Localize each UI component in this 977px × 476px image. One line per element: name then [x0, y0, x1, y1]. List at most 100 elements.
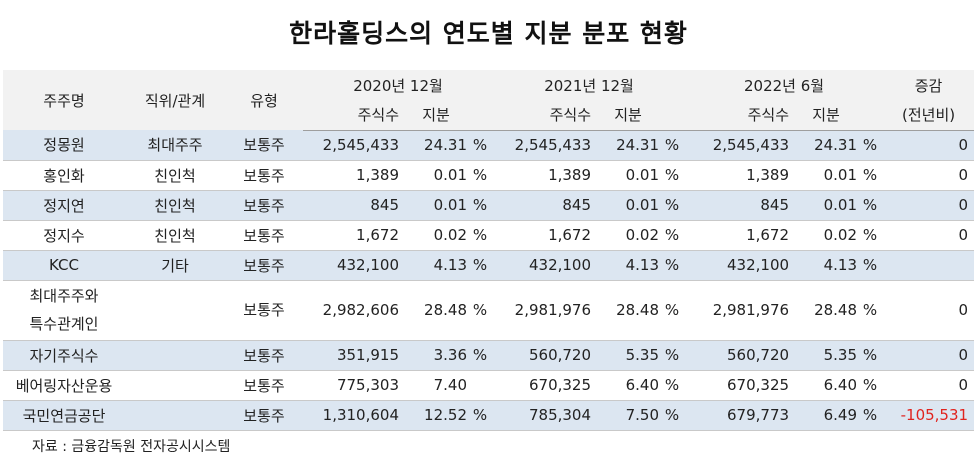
- cell-type: 보통주: [225, 160, 303, 191]
- cell-shareholder: 최대주주와 특수관계인: [3, 280, 125, 341]
- table-row: 국민연금공단 보통주 1,310,604 12.52% 785,304 7.50% 679,…: [3, 400, 975, 431]
- cell-shares-2021: 1,389: [493, 160, 598, 191]
- header-stake: 지분: [795, 100, 858, 131]
- cell-shares-2022: 560,720: [685, 340, 796, 371]
- cell-stake-2021: 0.02: [597, 220, 660, 251]
- cell-change: 0: [883, 370, 975, 401]
- cell-change: 0: [883, 340, 975, 371]
- cell-shares-2020: 1,389: [303, 160, 405, 191]
- header-row-1: 주주명 직위/관계 유형 2020년 12월 2021년 12월 2022년 6…: [3, 70, 975, 130]
- cell-shareholder-line1: 최대주주와: [29, 287, 99, 305]
- header-row-2: 주식수 지분 주식수 지분 주식수 지분 (전년비): [3, 100, 975, 131]
- table-row: 정몽원 최대주주 보통주 2,545,433 24.31% 2,545,433 24.31%…: [3, 130, 975, 161]
- cell-shares-2021: 2,545,433: [493, 130, 598, 161]
- cell-type: 보통주: [225, 220, 303, 251]
- cell-unit: %: [467, 250, 494, 281]
- cell-stake-2021: 7.50: [597, 400, 660, 431]
- cell-unit: %: [659, 190, 686, 221]
- cell-change: [883, 250, 975, 281]
- cell-unit: %: [467, 160, 494, 191]
- header-shares: 주식수: [685, 100, 796, 131]
- cell-change: -105,531: [883, 400, 975, 431]
- cell-stake-2020: 24.31: [405, 130, 467, 161]
- cell-unit: %: [659, 160, 686, 191]
- cell-stake-2020: 28.48: [405, 280, 467, 341]
- cell-stake-2021: 6.40: [597, 370, 660, 401]
- cell-unit: %: [659, 280, 686, 341]
- header-shareholder: 주주명: [3, 70, 125, 130]
- cell-shares-2020: 2,982,606: [303, 280, 405, 341]
- cell-shares-2021: 432,100: [493, 250, 598, 281]
- cell-shares-2020: 432,100: [303, 250, 405, 281]
- header-period-2022: 2022년 6월: [685, 70, 884, 100]
- cell-unit: %: [857, 190, 884, 221]
- table-row: 정지연 친인척 보통주 845 0.01% 845 0.01% 845 0.01% 0: [3, 190, 975, 221]
- header-stake: 지분: [405, 100, 467, 131]
- cell-shareholder: 정지수: [3, 220, 125, 251]
- cell-change: 0: [883, 220, 975, 251]
- cell-shareholder: 베어링자산운용: [3, 370, 125, 401]
- cell-shares-2022: 670,325: [685, 370, 796, 401]
- cell-position: 친인척: [125, 160, 225, 191]
- cell-change: 0: [883, 190, 975, 221]
- cell-type: 보통주: [225, 340, 303, 371]
- cell-shareholder: 정지연: [3, 190, 125, 221]
- cell-stake-2022: 0.02: [795, 220, 858, 251]
- cell-stake-2020: 0.01: [405, 190, 467, 221]
- cell-shares-2021: 1,672: [493, 220, 598, 251]
- table-row: 최대주주와 특수관계인 보통주 2,982,606 28.48% 2,981,976 28.…: [3, 280, 975, 341]
- cell-stake-2022: 0.01: [795, 190, 858, 221]
- cell-position: 최대주주: [125, 130, 225, 161]
- cell-unit: %: [659, 370, 686, 401]
- cell-unit: %: [857, 280, 884, 341]
- cell-unit: %: [857, 340, 884, 371]
- cell-stake-2020: 12.52: [405, 400, 467, 431]
- cell-unit: %: [467, 340, 494, 371]
- cell-type: 보통주: [225, 190, 303, 221]
- cell-unit: %: [659, 340, 686, 371]
- cell-stake-2021: 24.31: [597, 130, 660, 161]
- cell-stake-2020: 0.01: [405, 160, 467, 191]
- table-row: 자기주식수 보통주 351,915 3.36% 560,720 5.35% 560,720 5…: [3, 340, 975, 371]
- cell-unit: %: [659, 220, 686, 251]
- header-change-sub: (전년비): [883, 100, 975, 131]
- cell-unit: [467, 370, 494, 401]
- cell-stake-2022: 24.31: [795, 130, 858, 161]
- cell-stake-2021: 5.35: [597, 340, 660, 371]
- cell-unit: %: [659, 400, 686, 431]
- cell-unit: %: [467, 400, 494, 431]
- cell-stake-2022: 5.35: [795, 340, 858, 371]
- table-row: 정지수 친인척 보통주 1,672 0.02% 1,672 0.02% 1,672 0.02% 0: [3, 220, 975, 251]
- table-row: 홍인화 친인척 보통주 1,389 0.01% 1,389 0.01% 1,389 0.01% 0: [3, 160, 975, 191]
- cell-stake-2022: 6.40: [795, 370, 858, 401]
- cell-shareholder: 홍인화: [3, 160, 125, 191]
- cell-shares-2022: 2,981,976: [685, 280, 796, 341]
- cell-shares-2021: 670,325: [493, 370, 598, 401]
- cell-stake-2022: 0.01: [795, 160, 858, 191]
- cell-unit: %: [467, 280, 494, 341]
- header-shares: 주식수: [303, 100, 405, 131]
- cell-type: 보통주: [225, 130, 303, 161]
- cell-shareholder: 정몽원: [3, 130, 125, 161]
- cell-stake-2021: 4.13: [597, 250, 660, 281]
- cell-unit: %: [857, 250, 884, 281]
- cell-type: 보통주: [225, 370, 303, 401]
- source-note: 자료 : 금융감독원 전자공시시스템: [32, 439, 231, 455]
- cell-shares-2021: 560,720: [493, 340, 598, 371]
- cell-shares-2021: 2,981,976: [493, 280, 598, 341]
- header-position: 직위/관계: [125, 70, 225, 130]
- cell-shares-2020: 2,545,433: [303, 130, 405, 161]
- cell-position: [125, 400, 225, 431]
- cell-shares-2022: 2,545,433: [685, 130, 796, 161]
- cell-shares-2022: 1,389: [685, 160, 796, 191]
- cell-position: [125, 280, 225, 341]
- cell-type: 보통주: [225, 280, 303, 341]
- cell-unit: %: [467, 130, 494, 161]
- cell-shares-2020: 1,672: [303, 220, 405, 251]
- cell-shares-2021: 845: [493, 190, 598, 221]
- cell-stake-2020: 3.36: [405, 340, 467, 371]
- cell-shares-2022: 1,672: [685, 220, 796, 251]
- cell-unit: %: [857, 370, 884, 401]
- cell-change: 0: [883, 280, 975, 341]
- cell-shares-2022: 432,100: [685, 250, 796, 281]
